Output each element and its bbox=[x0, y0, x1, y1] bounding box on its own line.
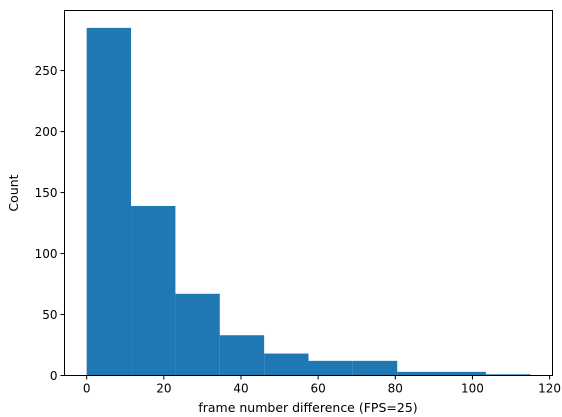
histogram-bar-9 bbox=[485, 374, 531, 376]
x-axis-label: frame number difference (FPS=25) bbox=[198, 400, 417, 415]
histogram-bar-0 bbox=[86, 27, 132, 376]
x-tick-label-1: 20 bbox=[156, 382, 171, 396]
y-tick-label-1: 50 bbox=[42, 308, 57, 322]
x-tick-label-4: 80 bbox=[388, 382, 403, 396]
x-tick-label-0: 0 bbox=[83, 382, 91, 396]
histogram-bar-3 bbox=[219, 335, 265, 376]
y-tick-label-4: 200 bbox=[35, 125, 58, 139]
histogram-bar-1 bbox=[131, 205, 176, 376]
x-tick-label-6: 120 bbox=[538, 382, 561, 396]
x-tick-label-2: 40 bbox=[233, 382, 248, 396]
histogram-bar-5 bbox=[308, 360, 353, 376]
histogram-bar-8 bbox=[441, 371, 486, 376]
histogram-bar-7 bbox=[397, 371, 442, 376]
y-tick-label-0: 0 bbox=[50, 369, 58, 383]
y-tick-label-3: 150 bbox=[35, 186, 58, 200]
histogram-bar-2 bbox=[175, 293, 220, 376]
bars-group bbox=[86, 27, 531, 376]
x-tick-label-5: 100 bbox=[461, 382, 484, 396]
y-tick-label-5: 250 bbox=[35, 64, 58, 78]
histogram-bar-6 bbox=[352, 360, 398, 376]
x-axis-ticks: 0 20 40 60 80 100 120 bbox=[83, 375, 561, 396]
histogram-bar-4 bbox=[264, 353, 309, 376]
y-axis-ticks: 0 50 100 150 200 250 bbox=[35, 64, 65, 383]
x-tick-label-3: 60 bbox=[311, 382, 326, 396]
y-tick-label-2: 100 bbox=[35, 247, 58, 261]
y-axis-label: Count bbox=[6, 174, 21, 211]
